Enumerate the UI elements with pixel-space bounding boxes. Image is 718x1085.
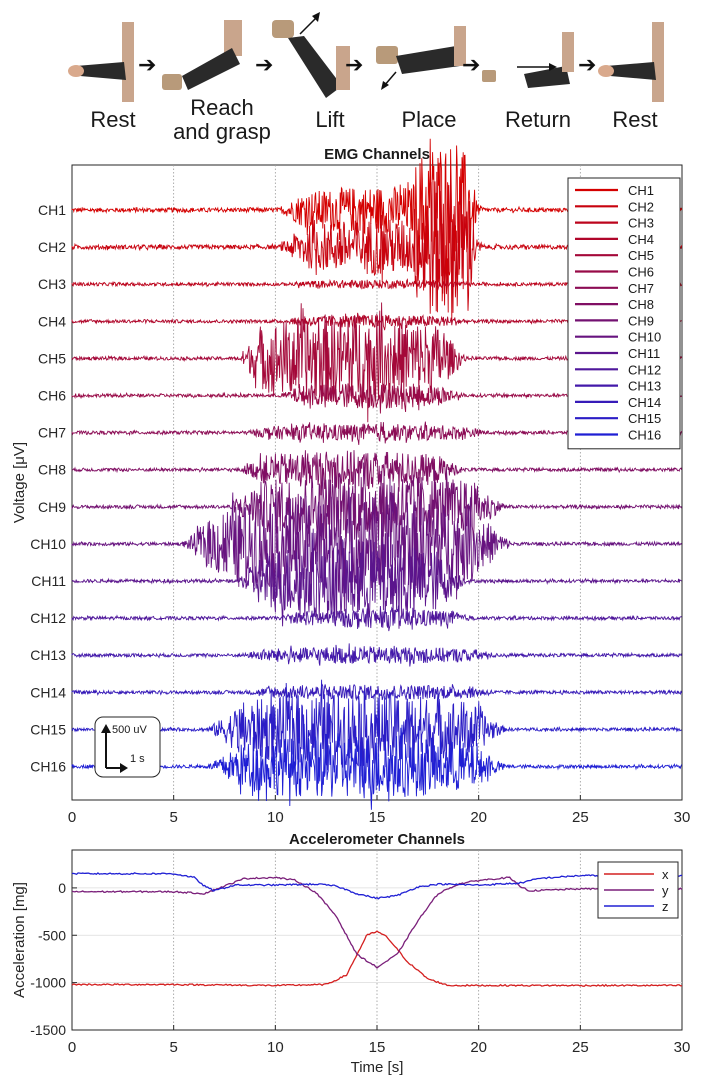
sequence-arrow-icon: ➔ xyxy=(578,52,597,77)
emg-channel-label: CH16 xyxy=(30,759,66,775)
emg-channel-label: CH11 xyxy=(31,573,66,589)
accel-x-tick-label: 20 xyxy=(470,1039,487,1056)
emg-channel-label: CH9 xyxy=(38,499,66,515)
lift-direction-arrow-icon xyxy=(299,12,320,35)
emg-channel-label: CH13 xyxy=(30,647,66,663)
sequence-arrow-icon: ➔ xyxy=(462,52,481,77)
emg-x-tick-label: 30 xyxy=(674,809,691,826)
accel-legend-entry: y xyxy=(662,883,669,898)
emg-legend-entry: CH5 xyxy=(628,248,654,263)
emg-signal-trace-ch11 xyxy=(71,525,682,629)
sequence-arrow-icon: ➔ xyxy=(255,52,274,77)
accel-series-line-x xyxy=(71,930,683,988)
phase-label-reach-grasp: Reach and grasp xyxy=(173,95,271,144)
emg-channel-label: CH15 xyxy=(30,721,66,737)
emg-legend-entry: CH4 xyxy=(628,232,654,247)
accel-series-line-y xyxy=(71,876,683,969)
accel-legend-entry: z xyxy=(662,899,669,914)
emg-legend-entry: CH11 xyxy=(628,346,660,361)
emg-legend-entry: CH7 xyxy=(628,281,654,296)
arm-reach-image xyxy=(162,20,242,90)
phase-label-rest-end: Rest xyxy=(612,107,658,132)
accel-y-tick-label: -1000 xyxy=(30,975,66,991)
accel-x-tick-label: 30 xyxy=(674,1039,691,1056)
emg-legend-entry: CH8 xyxy=(628,297,654,312)
emg-signal-trace-ch9 xyxy=(71,462,683,542)
emg-legend-entry: CH6 xyxy=(628,265,654,280)
emg-channel-label: CH6 xyxy=(38,388,66,404)
emg-legend-entry: CH13 xyxy=(628,379,661,394)
emg-x-tick-label: 20 xyxy=(470,809,487,826)
emg-x-tick-label: 5 xyxy=(169,809,177,826)
arm-return-image xyxy=(482,32,574,88)
emg-channel-label: CH3 xyxy=(38,276,66,292)
emg-legend-entry: CH9 xyxy=(628,313,654,328)
emg-channel-label: CH10 xyxy=(30,536,66,552)
emg-signal-trace-ch8 xyxy=(71,450,683,496)
emg-x-tick-label: 15 xyxy=(369,809,386,826)
movement-phase-strip: ➔ ➔ ➔ ➔ ➔ Rest Reach and grasp Lift Plac… xyxy=(0,0,718,150)
accel-y-tick-label: -500 xyxy=(38,927,66,943)
accel-x-tick-label: 0 xyxy=(68,1039,76,1056)
accel-y-tick-label: -1500 xyxy=(30,1022,66,1038)
scale-bar-time-label: 1 s xyxy=(130,753,145,765)
arm-rest-end-image xyxy=(598,22,664,102)
scale-bar-vertical-arrowhead xyxy=(101,724,111,733)
emg-x-tick-label: 10 xyxy=(267,809,284,826)
scale-bar-box xyxy=(94,716,161,778)
emg-signal-trace-ch15 xyxy=(71,679,682,777)
scale-bar-voltage-label: 500 uV xyxy=(112,724,148,736)
emg-signal-trace-ch10 xyxy=(71,479,682,612)
sequence-arrow-icon: ➔ xyxy=(345,52,364,77)
emg-channel-label: CH7 xyxy=(38,425,66,441)
accel-x-axis-label: Time [s] xyxy=(351,1059,404,1076)
emg-legend-entry: CH2 xyxy=(628,199,654,214)
emg-channel-label: CH2 xyxy=(38,239,66,255)
accel-x-tick-label: 25 xyxy=(572,1039,589,1056)
arm-lift-image xyxy=(272,20,350,98)
emg-channel-label: CH5 xyxy=(38,350,66,366)
emg-x-tick-label: 0 xyxy=(68,809,76,826)
emg-legend-entry: CH15 xyxy=(628,411,661,426)
emg-legend-entry: CH16 xyxy=(628,428,661,443)
emg-legend-entry: CH14 xyxy=(628,395,661,410)
phase-label-lift: Lift xyxy=(315,107,345,132)
accel-y-tick-label: 0 xyxy=(58,880,66,896)
scale-bar-horizontal-arrowhead xyxy=(120,763,128,773)
accelerometer-plot-area xyxy=(71,849,683,1031)
emg-signal-trace-ch16 xyxy=(71,723,683,810)
accel-y-axis-label: Acceleration [mg] xyxy=(11,882,28,998)
emg-channel-label: CH14 xyxy=(30,684,66,700)
emg-legend-entry: CH1 xyxy=(628,183,654,198)
emg-y-axis-label: Voltage [μV] xyxy=(11,442,28,523)
emg-legend xyxy=(567,177,681,450)
emg-channel-label: CH8 xyxy=(38,462,66,478)
emg-legend-entry: CH3 xyxy=(628,216,654,231)
accel-x-tick-label: 15 xyxy=(369,1039,386,1056)
phase-label-place: Place xyxy=(401,107,457,132)
place-direction-arrow-icon xyxy=(381,71,397,90)
accelerometer-chart-title: Accelerometer Channels xyxy=(289,831,465,848)
emg-signal-trace-ch12 xyxy=(71,605,682,632)
sequence-arrow-icon: ➔ xyxy=(138,52,157,77)
emg-signal-trace-ch13 xyxy=(71,643,683,667)
arm-rest-image xyxy=(68,22,134,102)
accel-series-line-z xyxy=(71,872,683,900)
emg-chart-title: EMG Channels xyxy=(324,146,430,163)
accel-x-tick-label: 10 xyxy=(267,1039,284,1056)
emg-channel-label: CH1 xyxy=(38,202,66,218)
accel-legend-entry: x xyxy=(662,867,669,882)
emg-signal-trace-ch14 xyxy=(71,683,683,702)
emg-channel-label: CH12 xyxy=(30,610,66,626)
phase-label-rest: Rest xyxy=(90,107,136,132)
phase-label-return: Return xyxy=(504,107,572,132)
emg-legend-entry: CH10 xyxy=(628,330,661,345)
emg-x-tick-label: 25 xyxy=(572,809,589,826)
accel-x-tick-label: 5 xyxy=(169,1039,177,1056)
emg-legend-entry: CH12 xyxy=(628,362,661,377)
arm-place-image xyxy=(376,26,466,74)
return-direction-arrow-icon xyxy=(517,63,557,71)
emg-channel-label: CH4 xyxy=(38,313,66,329)
